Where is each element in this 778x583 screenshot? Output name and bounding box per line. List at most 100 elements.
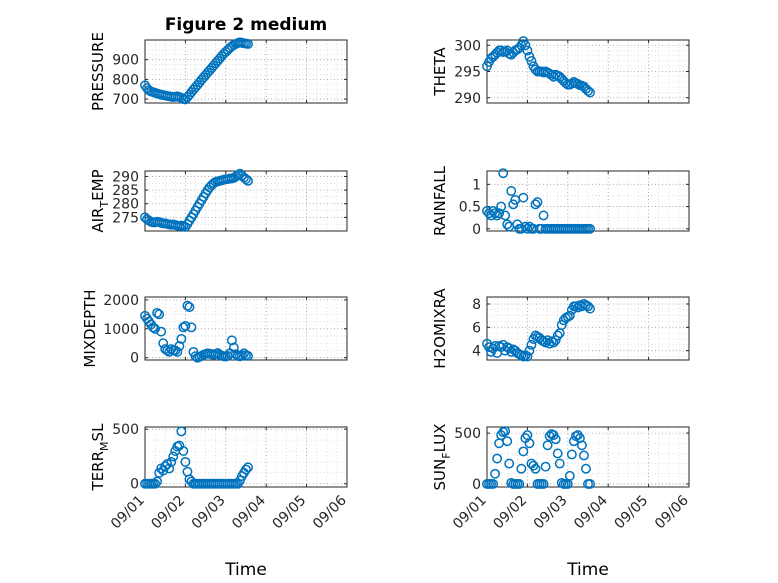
x-tick-label: 09/06 bbox=[652, 492, 692, 532]
data-point bbox=[544, 431, 555, 442]
y-tick-label: 2000 bbox=[103, 293, 139, 309]
plot-frame bbox=[486, 39, 690, 104]
y-tick-label: 0 bbox=[472, 477, 481, 493]
data-point bbox=[508, 199, 519, 210]
data-point bbox=[496, 45, 507, 56]
y-tick-label: 500 bbox=[454, 426, 481, 442]
y-tick-label: 280 bbox=[112, 197, 139, 213]
data-point bbox=[186, 322, 197, 333]
data-point bbox=[524, 438, 535, 449]
data-point bbox=[494, 208, 505, 219]
y-tick-label: 300 bbox=[454, 38, 481, 54]
y-tick-label: 700 bbox=[112, 92, 139, 108]
plot-area bbox=[486, 170, 690, 232]
data-point bbox=[243, 38, 253, 49]
data-point bbox=[532, 197, 543, 208]
y-tick-label: 500 bbox=[112, 422, 139, 438]
data-point bbox=[178, 446, 189, 456]
y-tick-label: 0 bbox=[472, 222, 481, 238]
plot-frame bbox=[144, 170, 348, 232]
y-tick-label: 0 bbox=[130, 351, 139, 367]
data-point bbox=[180, 456, 191, 467]
x-tick-label: 09/01 bbox=[450, 493, 490, 533]
y-axis-label: MIXDEPTH bbox=[81, 289, 99, 367]
data-point bbox=[585, 87, 595, 98]
chart-panel-pressure: 700 800 900 PRESSURE Figure 2 medium bbox=[89, 15, 348, 111]
data-point bbox=[164, 463, 175, 474]
y-axis-label: H2OMIXRA bbox=[431, 288, 449, 369]
chart-panel-h2omixra: 4 6 8 H2OMIXRA bbox=[431, 288, 690, 369]
data-point bbox=[552, 448, 563, 459]
y-tick-label: 6 bbox=[472, 320, 481, 336]
data-point bbox=[166, 456, 177, 467]
data-point bbox=[574, 433, 585, 444]
x-tick-label: 09/02 bbox=[490, 493, 530, 533]
data-point bbox=[554, 458, 565, 469]
data-point bbox=[526, 339, 537, 350]
data-point bbox=[566, 449, 577, 460]
data-point bbox=[518, 192, 529, 203]
data-point bbox=[564, 310, 575, 321]
data-point bbox=[241, 174, 251, 185]
data-point bbox=[538, 210, 549, 221]
y-tick-label: 900 bbox=[112, 53, 139, 69]
data-point bbox=[484, 342, 494, 353]
x-tick-label: 09/03 bbox=[531, 493, 571, 533]
data-point bbox=[150, 478, 161, 489]
data-point bbox=[243, 462, 253, 473]
data-point bbox=[550, 434, 561, 445]
data-point bbox=[518, 446, 529, 457]
plot-frame bbox=[144, 426, 348, 488]
data-point bbox=[583, 301, 593, 312]
data-point bbox=[490, 208, 501, 219]
data-point bbox=[516, 463, 527, 474]
data-point bbox=[581, 463, 591, 474]
x-tick-label: 09/05 bbox=[270, 493, 310, 533]
data-point bbox=[152, 307, 163, 318]
data-point bbox=[524, 345, 535, 356]
data-point bbox=[498, 168, 509, 179]
data-point bbox=[492, 453, 503, 464]
x-tick-label: 09/05 bbox=[612, 493, 652, 533]
data-point bbox=[490, 468, 501, 479]
y-tick-label: 800 bbox=[112, 72, 139, 88]
data-point bbox=[540, 461, 551, 472]
x-tick-label: 09/04 bbox=[571, 492, 611, 532]
chart-panel-rainfall: 0 0.5 1 RAINFALL bbox=[431, 165, 690, 238]
data-point bbox=[176, 426, 187, 437]
data-point bbox=[180, 320, 191, 331]
data-point bbox=[156, 326, 167, 337]
chart-panel-theta: 290 295 300 THETA bbox=[431, 36, 690, 107]
x-tick-label: 09/02 bbox=[148, 493, 188, 533]
data-point bbox=[152, 476, 163, 487]
data-point bbox=[172, 346, 183, 357]
data-point bbox=[237, 350, 247, 361]
data-point bbox=[552, 330, 563, 341]
data-point bbox=[158, 338, 169, 349]
data-point bbox=[241, 464, 251, 475]
data-point bbox=[522, 351, 533, 362]
data-point bbox=[585, 303, 595, 314]
y-axis-label: TERRMSL bbox=[89, 423, 111, 492]
data-point bbox=[496, 201, 507, 212]
data-point bbox=[500, 426, 511, 437]
data-point bbox=[182, 300, 193, 311]
data-point bbox=[585, 478, 595, 489]
data-point bbox=[176, 333, 187, 344]
y-tick-label: 290 bbox=[112, 169, 139, 185]
y-tick-label: 285 bbox=[112, 183, 139, 199]
y-tick-label: 4 bbox=[472, 344, 481, 360]
data-point bbox=[228, 342, 239, 353]
data-point bbox=[506, 186, 517, 196]
y-axis-label: RAINFALL bbox=[431, 165, 449, 236]
data-point bbox=[564, 470, 575, 481]
data-point bbox=[538, 478, 549, 489]
y-tick-label: 1 bbox=[472, 177, 481, 193]
y-tick-label: 0.5 bbox=[459, 200, 481, 216]
x-axis-label: Time bbox=[566, 560, 609, 580]
